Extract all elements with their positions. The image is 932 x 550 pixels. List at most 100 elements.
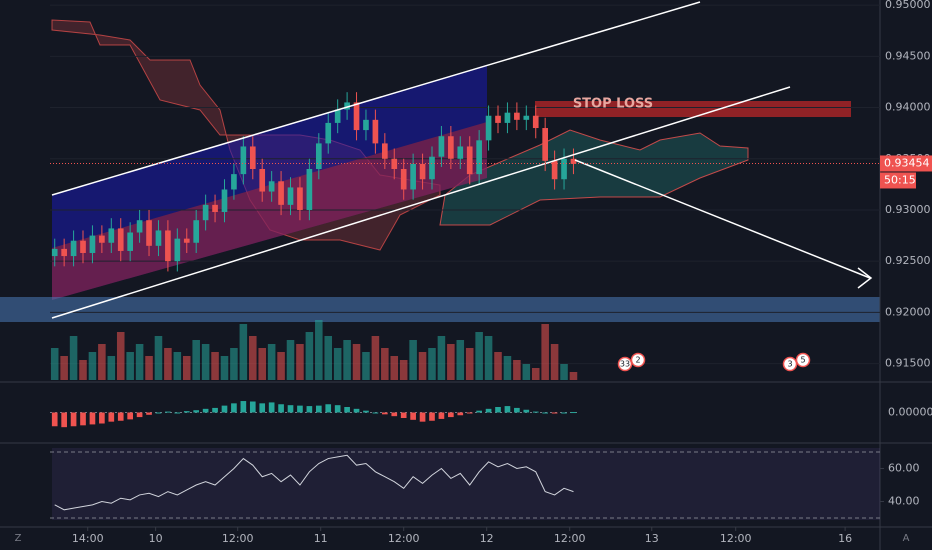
histogram-bar: [183, 411, 190, 413]
histogram-bar: [61, 412, 67, 428]
y-tick-label: 0.92500: [885, 254, 931, 267]
marks: [50, 4, 880, 519]
volume-bar: [390, 356, 399, 380]
candle-body: [89, 235, 96, 253]
volume-bar: [494, 352, 502, 380]
histogram-bar: [353, 408, 360, 413]
histogram-bar: [551, 412, 558, 414]
histogram-bar: [561, 412, 567, 414]
histogram-bar: [523, 409, 530, 413]
histogram-bar: [127, 412, 133, 420]
volume-bar: [475, 332, 483, 380]
volume-bar: [50, 348, 59, 380]
volume-bar: [399, 360, 408, 380]
volume-bar: [173, 352, 182, 380]
histogram-bar: [259, 403, 266, 413]
volume-bar: [79, 360, 87, 380]
histogram-bar: [306, 406, 313, 413]
candle-body: [504, 112, 511, 123]
histogram-bar: [570, 412, 577, 414]
candle-body: [457, 146, 464, 159]
candle-body: [391, 158, 398, 170]
x-tick-label: 12:00: [222, 532, 254, 545]
volume-bar: [88, 352, 97, 380]
event-label: 3: [787, 360, 792, 369]
y-tick-label: 0.92000: [885, 305, 931, 318]
x-tick-label: 12: [480, 532, 494, 545]
volume-bar: [550, 344, 559, 380]
y-tick-label: 60.00: [888, 461, 920, 474]
volume-bar: [569, 372, 578, 380]
event-badge: [630, 352, 646, 368]
candle-body: [325, 122, 332, 144]
channel-red: [52, 122, 487, 300]
candle-body: [419, 163, 426, 180]
histogram-bar: [410, 412, 416, 420]
candle-body: [127, 232, 133, 251]
volume-bar: [239, 324, 248, 380]
x-tick-label: 13: [645, 532, 659, 545]
countdown-box: [880, 172, 916, 189]
candle-body: [570, 158, 577, 164]
x-tick-label: 10: [149, 532, 163, 545]
histogram-bar: [136, 412, 143, 418]
candle-body: [146, 220, 152, 246]
candle-body: [221, 189, 228, 213]
candle-body: [448, 136, 454, 159]
candle-body: [165, 230, 171, 262]
candle-body: [297, 187, 303, 210]
histogram-bar: [70, 412, 77, 427]
histogram-bar: [80, 412, 86, 426]
volume-bar: [258, 348, 266, 380]
cloud-green: [439, 129, 749, 226]
histogram-bar: [429, 412, 435, 421]
candle-body: [212, 204, 218, 213]
x-tick-label: 12:00: [388, 532, 420, 545]
candle-body: [476, 140, 482, 175]
candle-body: [485, 115, 492, 141]
candle-body: [514, 112, 520, 120]
candle-body: [99, 235, 105, 243]
volume-bar: [182, 356, 191, 380]
histogram-bar: [165, 411, 171, 413]
volume-bar: [447, 344, 455, 380]
candle-body: [61, 248, 67, 257]
candle-body: [372, 119, 379, 144]
volume-bar: [60, 356, 68, 380]
volume-bar: [249, 336, 257, 380]
volume-bar: [456, 340, 465, 380]
volume-bar: [437, 336, 446, 380]
candle-body: [155, 230, 162, 246]
volume-bar: [418, 352, 427, 380]
histogram-bar: [391, 412, 398, 417]
histogram-bar: [221, 405, 228, 413]
arrow-line: [574, 159, 871, 279]
volume-bar: [522, 364, 531, 380]
histogram-bar: [202, 408, 209, 413]
event-badge: [782, 356, 798, 372]
x-tick-label: 14:00: [72, 532, 104, 545]
y-tick-label: 0.95000: [885, 0, 931, 11]
y-tick-label: 0.94500: [885, 49, 931, 62]
histogram-bar: [532, 411, 539, 413]
candle-body: [466, 146, 473, 175]
left-button[interactable]: Z: [15, 533, 22, 544]
event-label: 2: [635, 356, 640, 365]
event-badge: [617, 356, 633, 372]
volume-bar: [560, 364, 568, 380]
right-button[interactable]: A: [903, 533, 910, 544]
candle-body: [438, 136, 445, 157]
y-tick-label: 0.00000: [888, 406, 932, 419]
x-tick-label: 16: [838, 532, 852, 545]
histogram-bar: [400, 412, 407, 418]
volume-bar: [230, 348, 238, 380]
volume-bar: [98, 344, 106, 380]
event-badge: [795, 352, 811, 368]
candle-body: [410, 163, 416, 190]
volume-bar: [201, 344, 210, 380]
histogram-bar: [297, 405, 303, 413]
candle-body: [561, 158, 567, 180]
volume-bar: [541, 324, 549, 380]
candle-body: [315, 143, 322, 170]
volume-bar: [305, 332, 314, 380]
